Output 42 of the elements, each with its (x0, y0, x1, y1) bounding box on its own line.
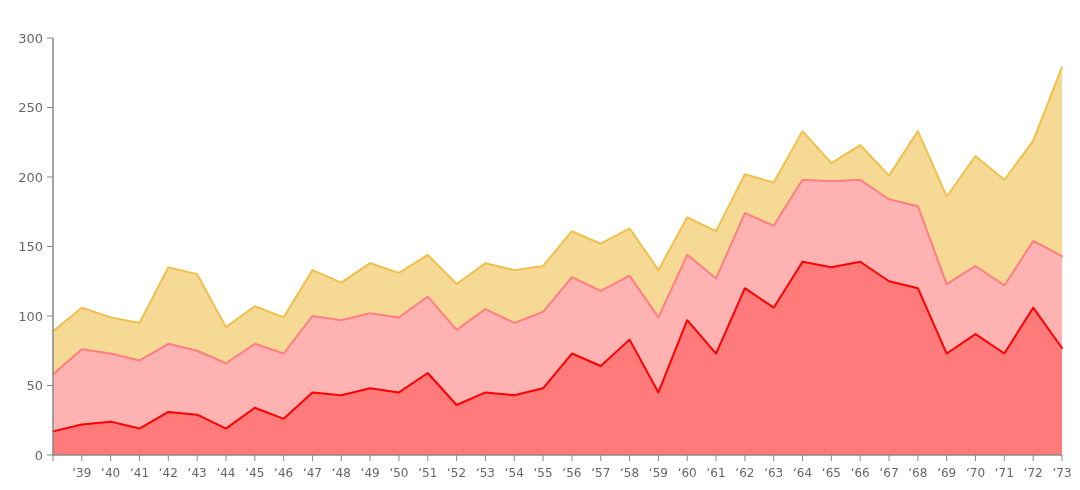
x-tick-label: ‘55 (533, 466, 553, 480)
x-tick-label: ‘52 (447, 466, 467, 480)
x-tick-label: ‘68 (908, 466, 928, 480)
x-tick-label: ‘40 (101, 466, 121, 480)
x-tick-label: ‘49 (360, 466, 380, 480)
x-tick-label: ‘56 (562, 466, 582, 480)
y-tick-label: 250 (18, 100, 43, 116)
y-tick-label: 300 (18, 30, 43, 46)
x-tick-label: ‘41 (129, 466, 150, 480)
x-tick-label: ‘39 (72, 466, 92, 480)
x-tick-label: ‘50 (389, 466, 409, 480)
x-tick-label: ‘44 (216, 466, 236, 480)
y-tick-label: 150 (18, 239, 43, 255)
y-tick-label: 200 (18, 169, 43, 185)
y-tick-label: 100 (18, 308, 43, 324)
x-tick-label: ‘66 (850, 466, 870, 480)
x-tick-label: ‘59 (648, 466, 668, 480)
x-tick-label: ‘51 (418, 466, 438, 480)
x-tick-label: ‘60 (677, 466, 697, 480)
x-tick-label: ‘63 (764, 466, 784, 480)
x-tick-label: ‘58 (620, 466, 640, 480)
x-tick-label: ‘54 (504, 466, 524, 480)
y-tick-label: 0 (34, 447, 43, 463)
x-tick-label: ‘47 (302, 466, 322, 480)
x-tick-label: ‘69 (937, 466, 957, 480)
x-tick-label: ‘48 (331, 466, 351, 480)
x-tick-label: ‘72 (1023, 466, 1043, 480)
x-tick-label: ‘62 (735, 466, 755, 480)
x-tick-label: ‘67 (879, 466, 899, 480)
x-tick-label: ‘70 (965, 466, 986, 480)
x-tick-label: ‘61 (706, 466, 726, 480)
x-tick-label: ‘45 (245, 466, 265, 480)
x-tick-label: ‘43 (187, 466, 207, 480)
x-tick-label: ‘73 (1052, 466, 1072, 480)
x-tick-label: ‘71 (994, 466, 1014, 480)
x-tick-label: ‘53 (475, 466, 495, 480)
x-tick-label: ‘65 (821, 466, 841, 480)
x-tick-label: ‘64 (793, 466, 813, 480)
x-tick-label: ‘42 (158, 466, 178, 480)
y-tick-label: 50 (26, 378, 43, 394)
x-tick-label: ‘46 (274, 466, 294, 480)
x-tick-label: ‘57 (591, 466, 611, 480)
